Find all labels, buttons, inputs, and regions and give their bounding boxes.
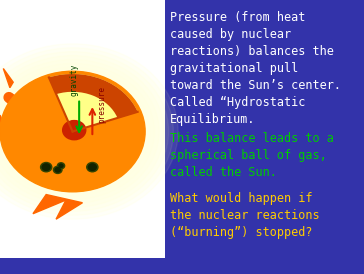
Text: gravity: gravity [70, 64, 79, 96]
Text: pressure: pressure [98, 86, 107, 123]
Circle shape [42, 164, 50, 170]
Text: What would happen if
the nuclear reactions
(“burning”) stopped?: What would happen if the nuclear reactio… [170, 192, 320, 239]
Wedge shape [49, 74, 138, 118]
Circle shape [54, 166, 62, 173]
FancyArrowPatch shape [9, 98, 17, 121]
Circle shape [55, 168, 60, 172]
Circle shape [59, 164, 63, 167]
Text: www.slidebase.com: www.slidebase.com [91, 260, 160, 266]
Circle shape [0, 71, 145, 192]
Circle shape [87, 162, 98, 172]
Circle shape [40, 162, 52, 172]
Wedge shape [49, 74, 138, 132]
Text: Pressure (from heat
caused by nuclear
reactions) balances the
gravitational pull: Pressure (from heat caused by nuclear re… [170, 11, 341, 126]
Circle shape [88, 164, 96, 170]
Bar [0, 258, 330, 274]
Circle shape [0, 44, 178, 219]
Polygon shape [3, 68, 13, 88]
Text: This balance leads to a
spherical ball of gas,
called the Sun.: This balance leads to a spherical ball o… [170, 132, 334, 179]
Circle shape [58, 163, 65, 169]
Circle shape [0, 48, 173, 215]
Polygon shape [33, 195, 83, 219]
Bar [0, 0, 165, 258]
Polygon shape [0, 115, 7, 137]
Circle shape [63, 121, 86, 140]
Circle shape [0, 52, 169, 211]
